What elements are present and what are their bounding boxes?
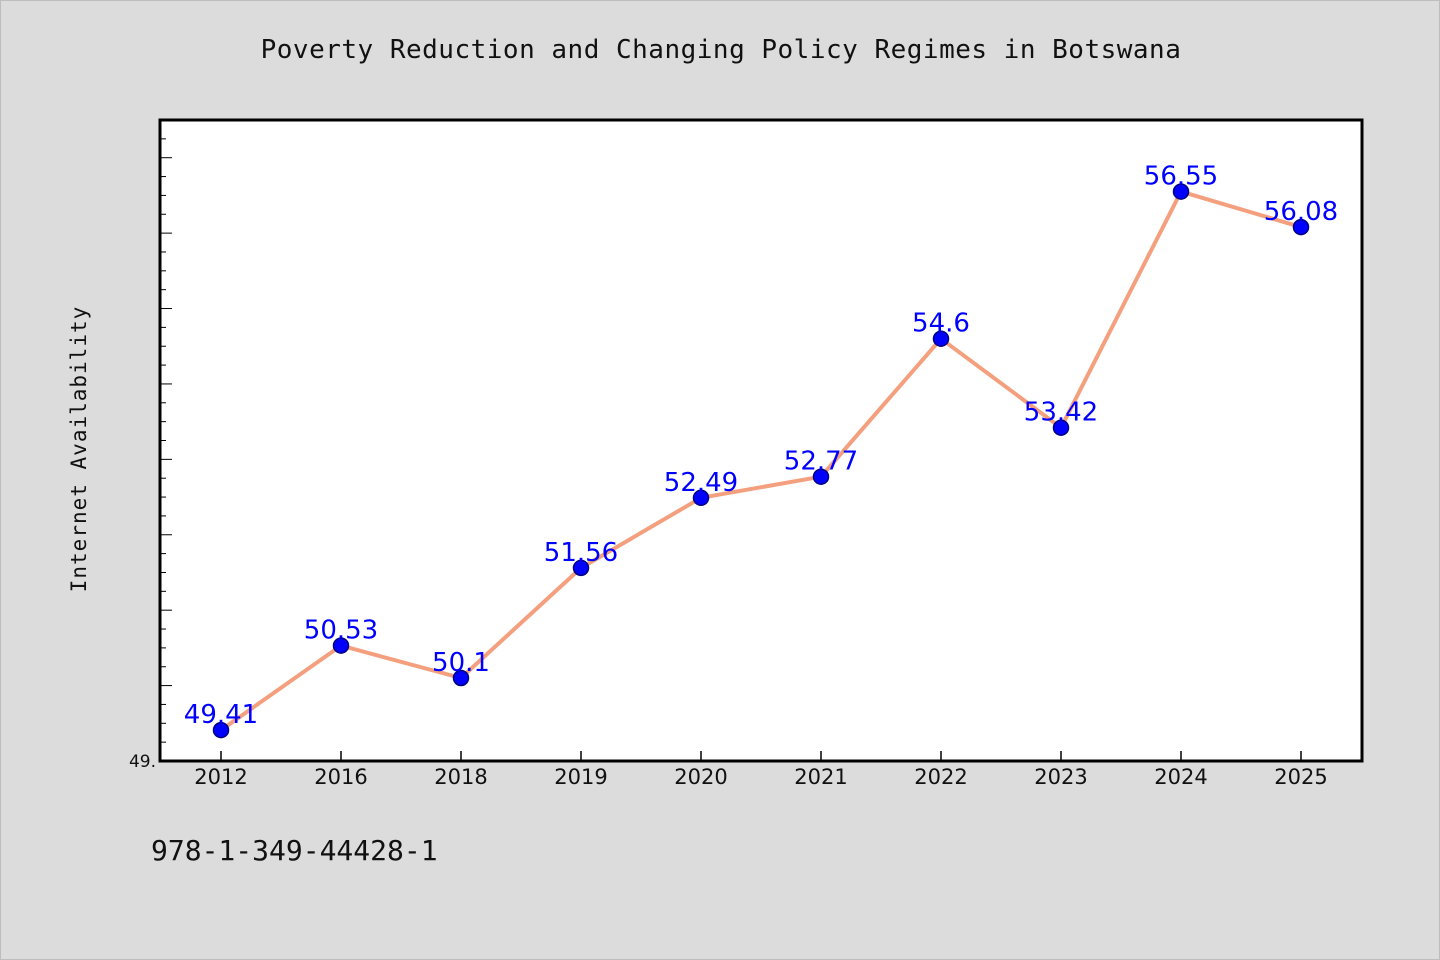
- x-tick-label: 2018: [434, 765, 487, 789]
- data-point: [932, 330, 950, 347]
- x-tick-label: 2022: [914, 765, 967, 789]
- data-label: 52.49: [664, 468, 738, 498]
- footer-isbn: 978-1-349-44428-1: [151, 834, 438, 867]
- x-tick-label: 2012: [194, 765, 247, 789]
- x-tick-label: 2023: [1034, 765, 1087, 789]
- data-label: 49.41: [184, 700, 258, 730]
- data-label: 53.42: [1024, 398, 1098, 428]
- data-label: 50.1: [432, 648, 490, 678]
- data-label: 52.77: [784, 447, 858, 477]
- data-point: [1052, 419, 1070, 436]
- x-tick-label: 2024: [1154, 765, 1207, 789]
- y-axis-ticks: 49.: [129, 119, 172, 772]
- x-tick-label: 2021: [794, 765, 847, 789]
- x-tick-label: 2020: [674, 765, 727, 789]
- chart-title: Poverty Reduction and Changing Policy Re…: [260, 35, 1182, 65]
- data-label: 56.08: [1264, 197, 1338, 227]
- x-tick-label: 2019: [554, 765, 607, 789]
- data-point: [1292, 218, 1310, 236]
- data-label: 51.56: [544, 538, 618, 568]
- plot-area: [158, 118, 1364, 763]
- data-point: [572, 559, 590, 577]
- data-point: [692, 489, 710, 507]
- data-point: [1172, 183, 1190, 200]
- data-markers: [212, 183, 1310, 739]
- data-point: [212, 721, 230, 739]
- data-point: [332, 637, 350, 654]
- x-tick-label: 2025: [1274, 765, 1327, 789]
- data-point: [812, 468, 830, 485]
- x-axis-ticks: 2012 2016 2018 2019 2020 2021 2022 2023 2024 2025: [194, 751, 1328, 789]
- y-tick-label: 49.: [129, 752, 156, 772]
- data-labels: 49.41 50.53 50.1 51.56 52.49 52.77 54.6 53.42 56…: [184, 162, 1338, 730]
- x-tick-label: 2016: [314, 765, 367, 789]
- series-line: [219, 189, 1303, 733]
- data-label: 54.6: [912, 309, 970, 339]
- data-label: 50.53: [304, 616, 378, 646]
- data-label: 56.55: [1144, 162, 1218, 192]
- data-point: [452, 669, 470, 687]
